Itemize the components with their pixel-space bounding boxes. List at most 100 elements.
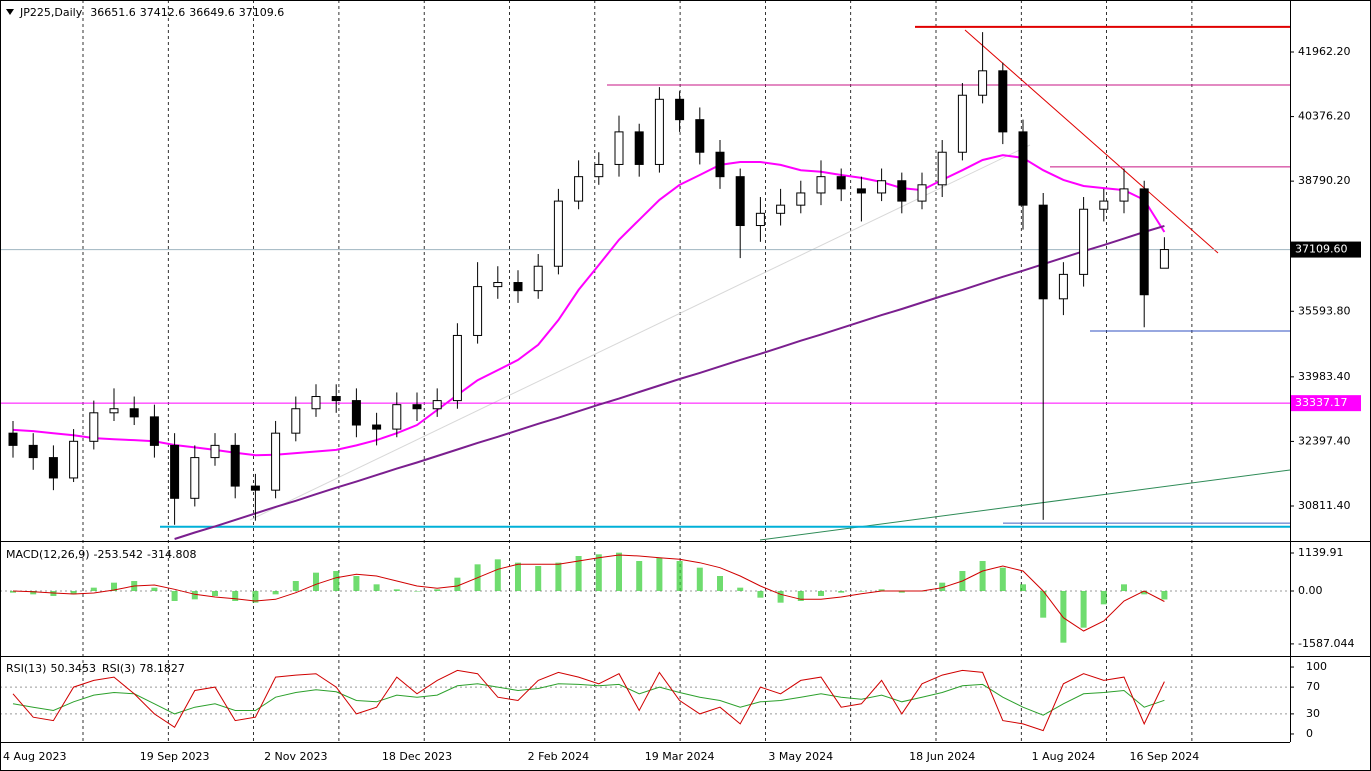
candle-body bbox=[109, 408, 119, 414]
candle-body bbox=[998, 70, 1008, 133]
candle-body bbox=[917, 184, 927, 202]
candle-body bbox=[937, 151, 947, 186]
macd-bar bbox=[797, 591, 804, 601]
macd-bar bbox=[292, 581, 299, 591]
rsi-line bbox=[12, 683, 1165, 716]
candle-body bbox=[170, 444, 180, 499]
y-tick-label: 70 bbox=[1306, 680, 1320, 693]
macd-bar bbox=[414, 591, 420, 592]
candle-body bbox=[250, 485, 260, 491]
candle-body bbox=[190, 457, 200, 499]
macd-bar bbox=[494, 559, 501, 591]
candle-body bbox=[877, 180, 887, 194]
macd-bar bbox=[616, 552, 622, 591]
candle-body bbox=[69, 440, 79, 479]
candle-body bbox=[89, 412, 99, 442]
x-tick-label: 1 Aug 2024 bbox=[1032, 750, 1095, 763]
signal-line bbox=[12, 554, 1165, 632]
ma-line bbox=[174, 224, 1165, 540]
candle-body bbox=[1058, 273, 1068, 300]
macd-bar bbox=[717, 576, 723, 591]
y-tick-label: 0 bbox=[1306, 727, 1313, 740]
y-tick-label: 0.00 bbox=[1298, 584, 1323, 597]
macd-bar bbox=[898, 591, 905, 593]
macd-bar bbox=[1020, 584, 1026, 591]
trend-line bbox=[964, 29, 1219, 254]
macd-bar bbox=[1060, 591, 1067, 643]
candle-body bbox=[634, 131, 644, 165]
candle-body bbox=[311, 396, 321, 410]
macd-bar bbox=[656, 557, 663, 591]
macd-bar bbox=[575, 556, 582, 591]
y-tick-label: 1139.91 bbox=[1298, 546, 1344, 559]
plot: 41962.20 40376.20 38790.20 35593.80 33983.40… bbox=[0, 25, 1361, 763]
candle-body bbox=[796, 192, 806, 206]
candle-body bbox=[1139, 188, 1149, 296]
y-tick-label: 30 bbox=[1306, 707, 1320, 720]
macd-bar bbox=[393, 589, 400, 591]
candle-body bbox=[978, 70, 988, 96]
y-tick-label: 35593.80 bbox=[1298, 304, 1351, 317]
macd-bar bbox=[252, 591, 259, 603]
y-tick-label: 33983.40 bbox=[1298, 370, 1351, 383]
x-tick-label: 19 Sep 2023 bbox=[140, 750, 210, 763]
candle-body bbox=[412, 404, 422, 410]
price-label-box bbox=[1291, 241, 1361, 258]
macd-bar bbox=[777, 591, 784, 603]
candle-body bbox=[897, 180, 907, 202]
candle-body bbox=[493, 282, 503, 288]
x-tick-label: 18 Jun 2024 bbox=[909, 750, 975, 763]
macd-bar bbox=[737, 587, 744, 591]
price-label: 37109.60 bbox=[1295, 243, 1348, 256]
candle-body bbox=[553, 200, 563, 267]
menu-icon[interactable] bbox=[6, 9, 14, 15]
candle-body bbox=[129, 408, 139, 418]
y-tick-label: 30811.40 bbox=[1298, 499, 1351, 512]
macd-bar bbox=[1161, 591, 1168, 600]
macd-bar bbox=[555, 562, 562, 591]
candle-body bbox=[271, 432, 281, 491]
price-label: 33337.17 bbox=[1295, 396, 1348, 409]
price-label-box bbox=[1291, 395, 1361, 412]
y-tick-label: 38790.20 bbox=[1298, 174, 1351, 187]
candle-body bbox=[957, 94, 967, 153]
candle-body bbox=[210, 444, 220, 459]
macd-bar bbox=[838, 591, 845, 593]
macd-bar bbox=[232, 591, 239, 601]
candle-body bbox=[856, 188, 866, 194]
macd-bar bbox=[1121, 584, 1127, 591]
candle-body bbox=[149, 416, 159, 446]
candle-body bbox=[28, 444, 38, 459]
macd-bar bbox=[858, 591, 865, 592]
candle-body bbox=[473, 286, 483, 336]
candle-body bbox=[654, 98, 664, 165]
ma-line bbox=[12, 154, 1166, 457]
y-tick-label: 40376.20 bbox=[1298, 110, 1351, 123]
macd-bar bbox=[434, 589, 441, 591]
candle-body bbox=[816, 176, 826, 194]
macd-bar bbox=[70, 591, 77, 595]
candle-body bbox=[291, 408, 301, 434]
trend-line bbox=[249, 144, 1031, 521]
candle-body bbox=[594, 163, 604, 178]
macd-bar bbox=[515, 562, 521, 591]
candle-body bbox=[755, 212, 765, 227]
y-tick-label: 32397.40 bbox=[1298, 434, 1351, 447]
macd-bar bbox=[313, 572, 319, 591]
macd-bar bbox=[353, 576, 360, 591]
macd-bar bbox=[171, 591, 178, 601]
macd-bar bbox=[90, 587, 97, 591]
macd-bar bbox=[333, 571, 340, 591]
candle-body bbox=[614, 131, 624, 165]
candle-body bbox=[574, 176, 584, 202]
macd-bar bbox=[373, 584, 380, 591]
candle-body bbox=[392, 404, 402, 430]
candle-body bbox=[1079, 208, 1089, 275]
macd-bar bbox=[212, 591, 218, 596]
x-tick-label: 2 Nov 2023 bbox=[264, 750, 327, 763]
macd-bar bbox=[1040, 591, 1047, 618]
candle-body bbox=[695, 119, 705, 153]
y-tick-label: 100 bbox=[1306, 660, 1327, 673]
candle-body bbox=[1119, 188, 1129, 202]
